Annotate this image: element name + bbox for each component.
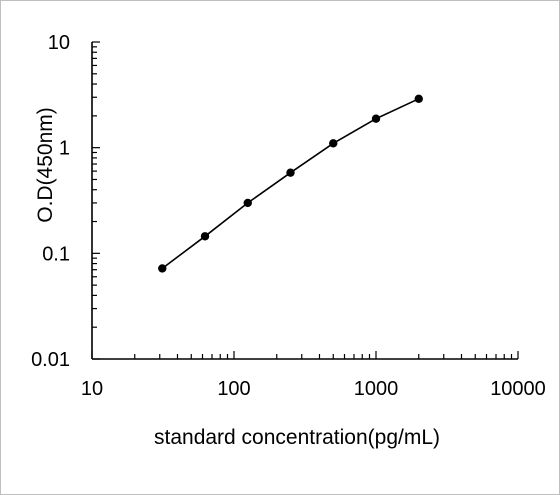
y-tick-label: 10 <box>48 32 70 54</box>
data-point <box>371 114 381 123</box>
axes <box>91 42 518 360</box>
plot-area <box>158 94 423 273</box>
y-tick-label: 1 <box>59 138 70 160</box>
ticks: 10 100 1000 10000 0.01 0.1 1 10 <box>31 32 546 400</box>
x-tick-label: 100 <box>217 378 250 400</box>
x-axis-title: standard concentration(pg/mL) <box>154 426 440 449</box>
y-tick-label: 0.1 <box>42 243 70 265</box>
data-point <box>414 94 423 104</box>
data-point <box>286 168 295 177</box>
data-point <box>329 139 338 148</box>
data-point <box>158 264 167 273</box>
x-tick-label: 1000 <box>354 378 399 400</box>
data-point <box>243 198 252 208</box>
y-axis-title: O.D(450nm) <box>34 107 57 223</box>
data-point <box>200 232 210 241</box>
y-tick-label: 0.01 <box>31 349 70 371</box>
x-tick-label: 10 <box>81 378 103 400</box>
x-tick-label: 10000 <box>490 378 546 400</box>
series-line <box>161 98 420 270</box>
